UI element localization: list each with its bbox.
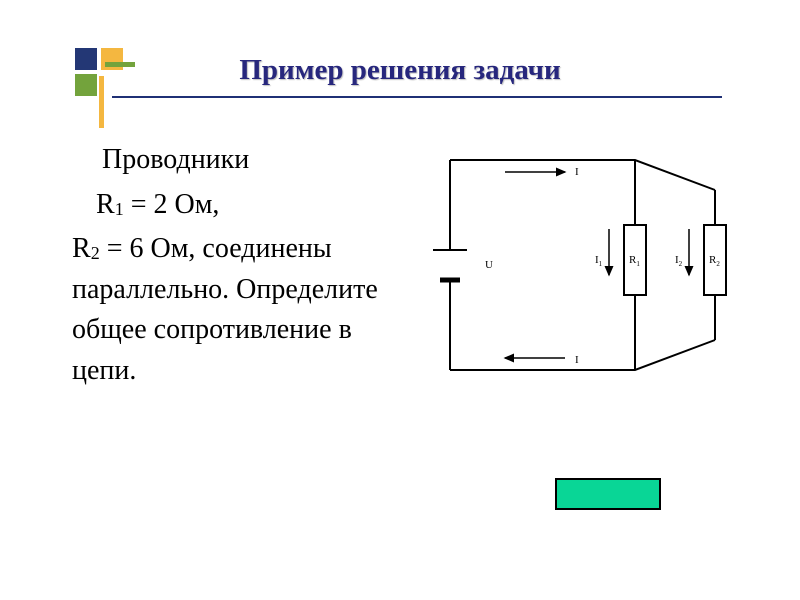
- line-r1: R1 = 2 Ом,: [72, 185, 382, 226]
- next-button[interactable]: [555, 478, 661, 510]
- r2-sub: 2: [91, 243, 100, 263]
- page-title: Пример решения задачи: [0, 54, 800, 87]
- r1-name: R: [96, 189, 115, 220]
- lbl-I1: I1: [595, 254, 603, 268]
- circuit-diagram: I I U I1 R1 I2 R2: [425, 145, 745, 405]
- line-1: Проводники: [72, 140, 382, 181]
- lbl-I2: I2: [675, 254, 683, 268]
- r1-val: = 2 Ом,: [124, 189, 220, 220]
- lbl-I-top: I: [575, 166, 579, 178]
- title-underline: [112, 96, 722, 98]
- problem-text: Проводники R1 = 2 Ом, R2 = 6 Ом, соедине…: [72, 140, 382, 396]
- r2-name: R: [72, 233, 91, 264]
- line-r2: R2 = 6 Ом, соединены параллельно. Опреде…: [72, 229, 382, 391]
- lbl-I-bot: I: [575, 354, 579, 366]
- r1-sub: 1: [115, 199, 124, 219]
- r2-val: = 6 Ом, соединены параллельно. Определит…: [72, 233, 378, 386]
- lbl-U: U: [485, 259, 493, 271]
